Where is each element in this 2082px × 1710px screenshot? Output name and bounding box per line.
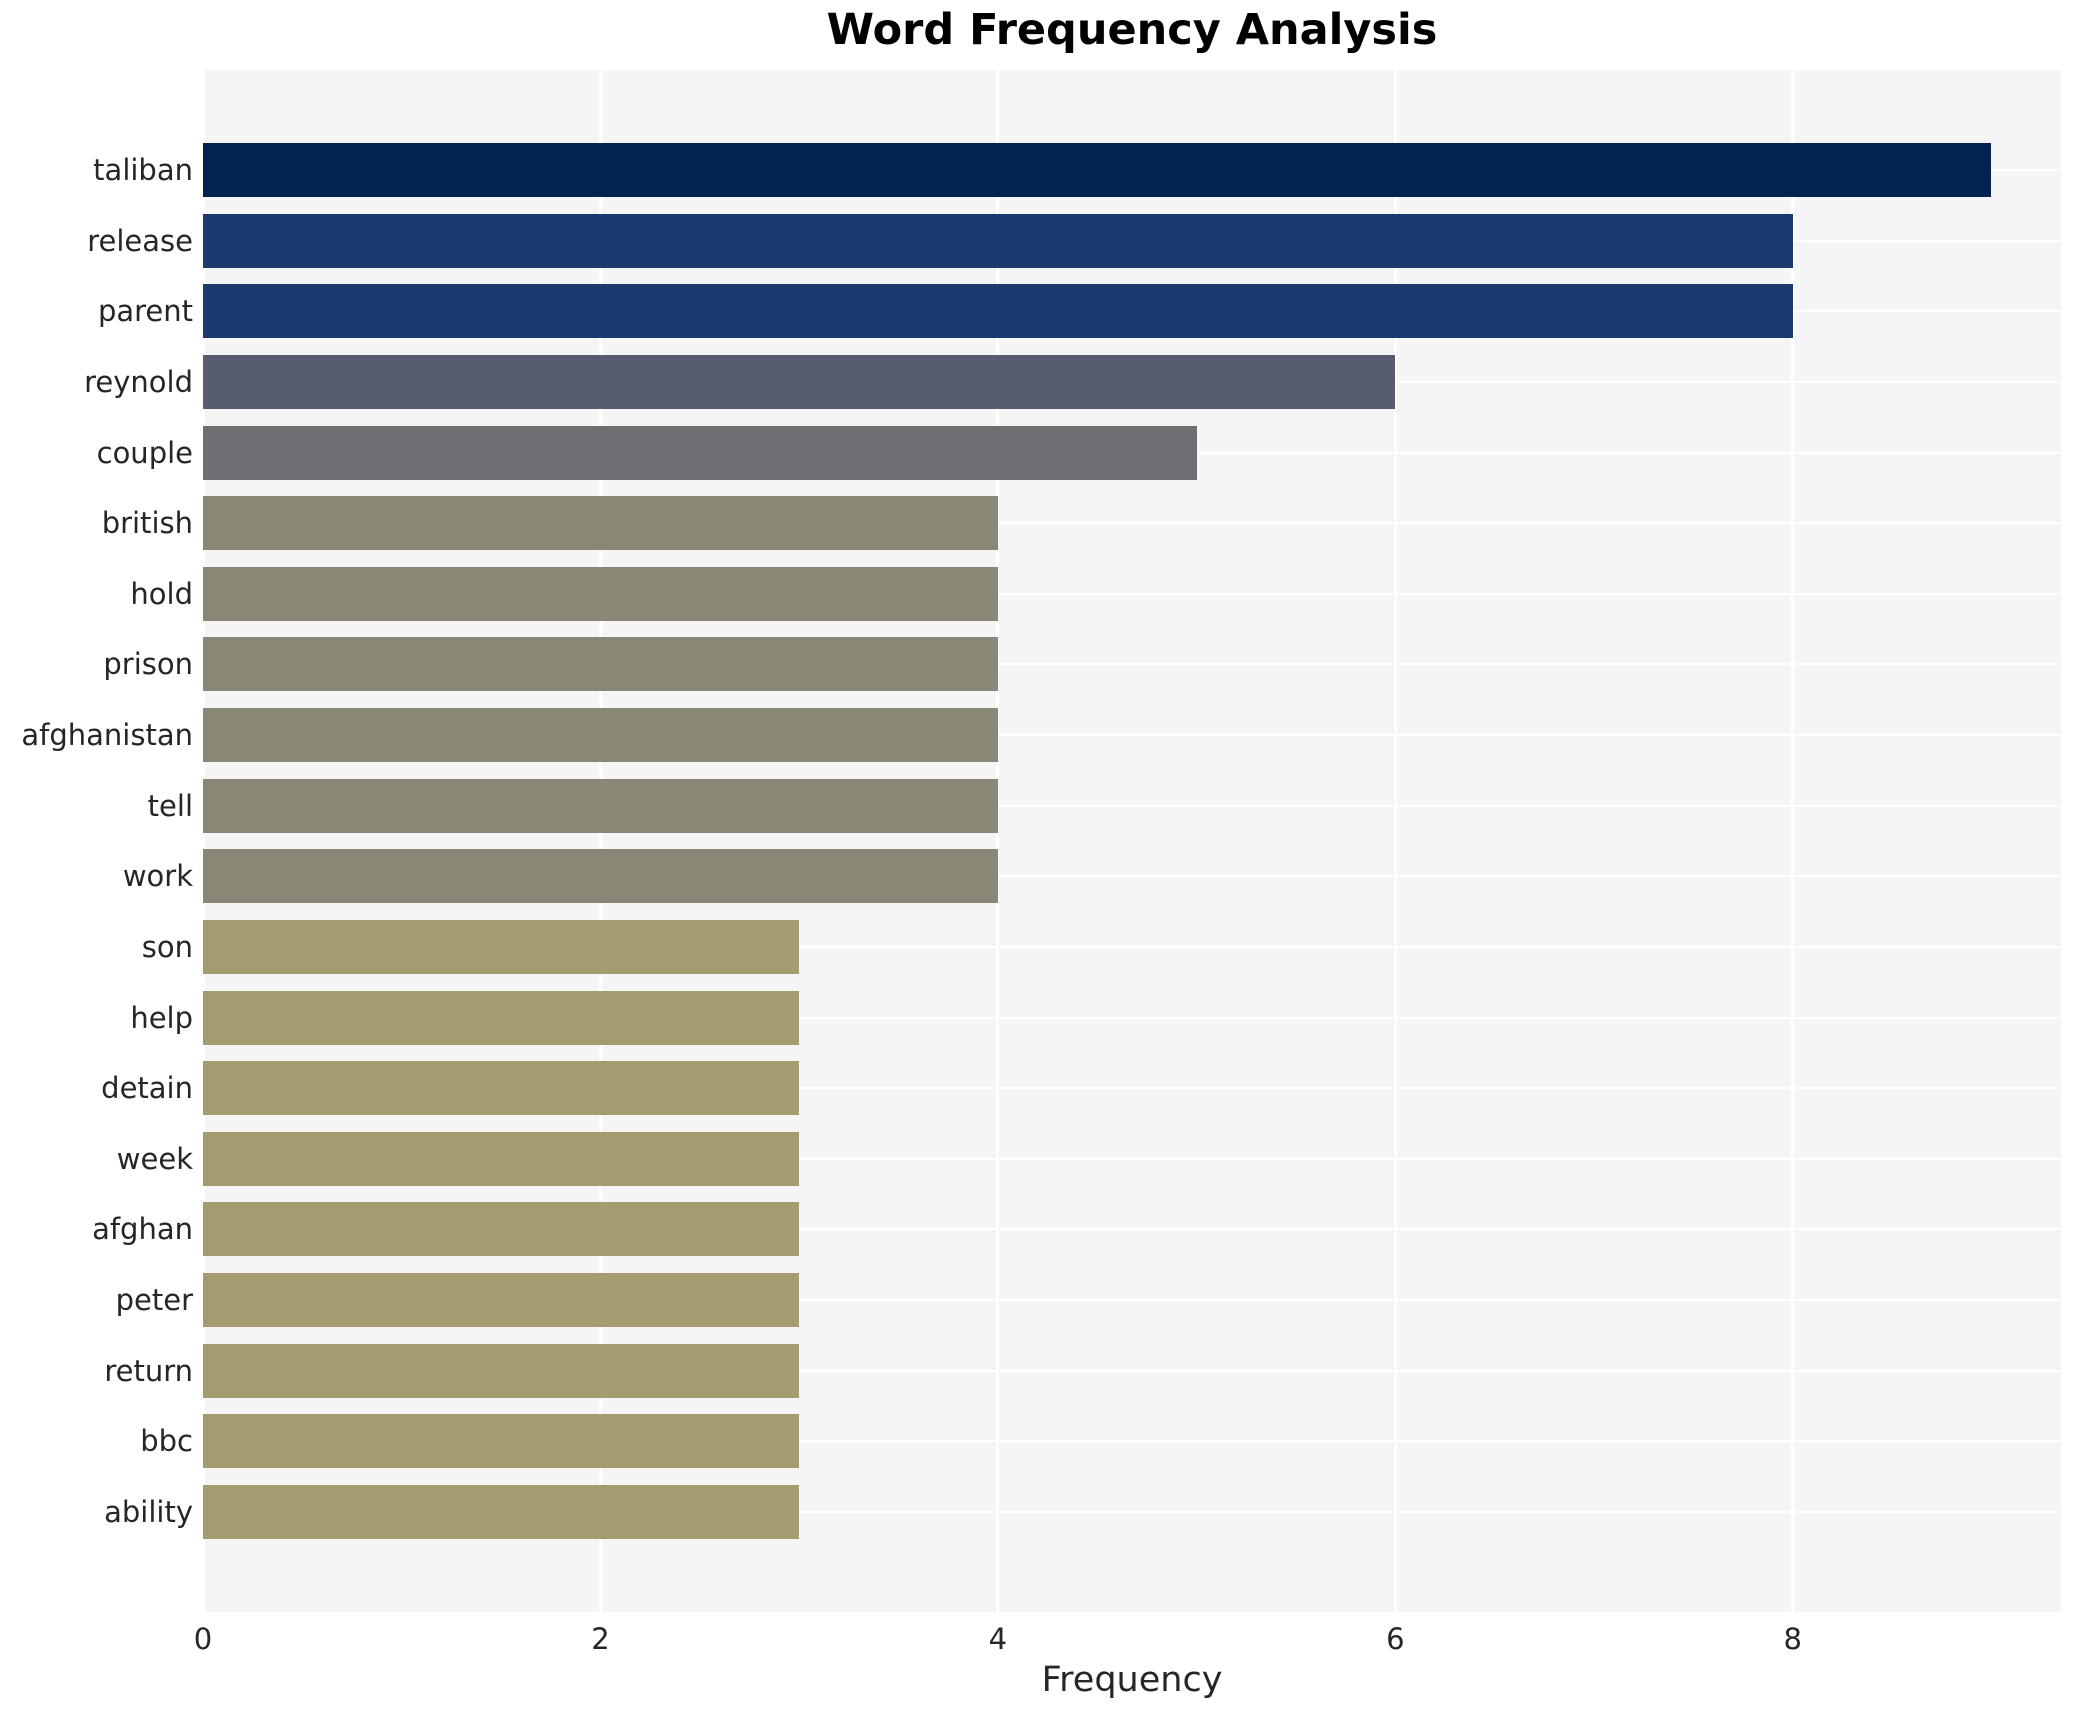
gridline-horizontal: [203, 1440, 2061, 1443]
bar-bbc: [203, 1414, 800, 1469]
bar-tell: [203, 778, 998, 833]
gridline-vertical: [598, 70, 602, 1612]
gridline-horizontal: [203, 1087, 2061, 1090]
x-tick-label: 0: [193, 1622, 213, 1656]
gridline-horizontal: [203, 945, 2061, 948]
gridline-horizontal: [203, 1299, 2061, 1302]
gridline-vertical: [1393, 70, 1397, 1612]
gridline-horizontal: [203, 1157, 2061, 1160]
y-tick-label: taliban: [93, 153, 193, 187]
y-tick-label: parent: [97, 294, 193, 329]
x-tick-label: 6: [1386, 1622, 1405, 1656]
gridline-vertical: [1791, 70, 1795, 1612]
y-tick-label: work: [122, 859, 193, 894]
y-tick-label: afghan: [92, 1212, 193, 1247]
y-tick-label: british: [101, 506, 193, 541]
y-tick-label: prison: [103, 647, 193, 682]
gridline-horizontal: [203, 1016, 2061, 1019]
gridline-vertical: [201, 70, 205, 1612]
bar-couple: [203, 425, 1197, 480]
bar-taliban: [203, 143, 1992, 197]
x-axis-label: Frequency: [1041, 1660, 1223, 1700]
y-tick-label: help: [130, 1000, 193, 1035]
y-tick-label: bbc: [140, 1424, 193, 1459]
y-tick-label: return: [104, 1353, 193, 1388]
gridline-horizontal: [203, 522, 2061, 525]
bar-hold: [203, 566, 998, 621]
x-tick-label: 8: [1783, 1622, 1802, 1656]
y-tick-label: release: [87, 223, 193, 258]
bar-ability: [203, 1485, 800, 1539]
y-tick-label: afghanistan: [21, 718, 193, 753]
y-tick-label: detain: [101, 1071, 193, 1106]
y-tick-label: hold: [130, 576, 193, 611]
y-tick-label: son: [141, 929, 193, 964]
gridline-horizontal: [203, 663, 2061, 666]
bar-son: [203, 919, 800, 974]
plot-area: [201, 70, 2061, 1612]
bar-work: [203, 849, 998, 904]
y-tick-label: tell: [147, 788, 193, 823]
bar-detain: [203, 1061, 800, 1116]
y-tick-label: ability: [104, 1495, 193, 1529]
bar-british: [203, 496, 998, 551]
chart-title: Word Frequency Analysis: [826, 5, 1438, 55]
y-tick-label: couple: [96, 435, 193, 470]
bar-release: [203, 213, 1793, 268]
x-tick-label: 4: [988, 1622, 1008, 1656]
bar-afghan: [203, 1202, 800, 1257]
gridline-horizontal: [203, 875, 2061, 878]
gridline-horizontal: [203, 592, 2061, 595]
gridline-horizontal: [203, 1228, 2061, 1231]
y-tick-label: peter: [115, 1283, 193, 1318]
x-tick-label: 2: [591, 1622, 610, 1656]
bar-afghanistan: [203, 708, 998, 763]
gridline-horizontal: [203, 1511, 2061, 1513]
bar-reynold: [203, 354, 1396, 409]
bar-prison: [203, 637, 998, 692]
gridline-horizontal: [203, 804, 2061, 807]
y-tick-label: reynold: [84, 364, 193, 399]
y-tick-label: week: [116, 1141, 193, 1176]
bar-peter: [203, 1273, 800, 1328]
bar-week: [203, 1131, 800, 1186]
bar-help: [203, 990, 800, 1045]
gridline-horizontal: [203, 1369, 2061, 1372]
bar-return: [203, 1343, 800, 1398]
bar-parent: [203, 284, 1793, 339]
gridline-horizontal: [203, 734, 2061, 737]
gridline-vertical: [996, 70, 1000, 1612]
